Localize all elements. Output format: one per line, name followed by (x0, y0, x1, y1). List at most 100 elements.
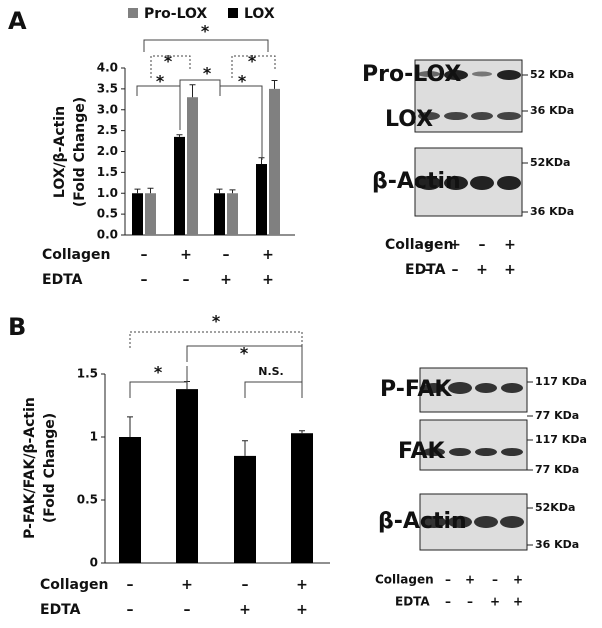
blot-bands (422, 382, 524, 528)
condition-sign: + (220, 272, 232, 288)
error-bar (271, 80, 278, 89)
blot-row-label: P-FAK (380, 377, 452, 402)
annotation: * (164, 52, 173, 71)
y-tick-label: 2.0 (97, 144, 118, 158)
error-bar (242, 440, 248, 456)
condition-sign: – (425, 262, 432, 278)
condition-sign: + (296, 602, 308, 618)
y-axis-label: (Fold Change) (72, 97, 88, 207)
y-tick-label: 4.0 (97, 61, 118, 75)
condition-sign: – (445, 595, 451, 609)
condition-sign: + (490, 595, 500, 609)
bar (214, 193, 225, 235)
condition-sign: – (223, 247, 230, 263)
sig-bracket (219, 85, 263, 160)
condition-sign: – (127, 577, 134, 593)
annotation: * (238, 72, 247, 91)
annotation: * (240, 344, 249, 363)
condition-sign: – (141, 272, 148, 288)
condition-label: Collagen (375, 573, 434, 587)
condition-sign: – (467, 595, 473, 609)
bar (234, 455, 256, 563)
bar (119, 437, 141, 563)
annotation: * (156, 72, 165, 91)
annotation: * (248, 52, 257, 71)
blot-row-label: β-Actin (378, 509, 467, 534)
y-axis-label: LOX/β-Actin (52, 106, 68, 198)
sig-bracket (186, 345, 303, 390)
marker-label: 117 KDa (535, 375, 587, 388)
condition-sign: – (242, 577, 249, 593)
y-tick-label: 3.5 (97, 81, 118, 95)
y-tick-label: 0.5 (97, 207, 118, 221)
condition-sign: + (465, 573, 475, 587)
condition-sign: – (492, 573, 498, 587)
condition-sign: – (184, 602, 191, 618)
bar (227, 193, 238, 235)
annotation: * (154, 363, 163, 382)
condition-sign: + (504, 237, 516, 253)
legend-label: LOX (244, 6, 275, 22)
condition-sign: – (452, 262, 459, 278)
legend-swatch (128, 8, 138, 18)
bar (269, 88, 280, 235)
bar (291, 433, 313, 563)
blot-row-label: Pro-LOX (362, 62, 461, 87)
condition-sign: + (262, 272, 274, 288)
condition-sign: + (262, 247, 274, 263)
y-tick-label: 0.0 (97, 228, 118, 242)
sig-bracket (129, 366, 188, 398)
legend-label: Pro-LOX (144, 6, 207, 22)
sig-bracket (179, 79, 221, 130)
y-tick-label: 1.0 (97, 186, 118, 200)
sig-bracket (143, 39, 269, 52)
condition-sign: + (181, 577, 193, 593)
condition-sign: – (425, 237, 432, 253)
bar (145, 193, 156, 235)
y-tick-label: 2.5 (97, 123, 118, 137)
marker-label: 52 KDa (530, 68, 574, 81)
sig-bracket (136, 85, 181, 130)
blot-row-label: β-Actin (372, 169, 461, 194)
blot-row-label: FAK (398, 439, 446, 464)
y-tick-label: 1.5 (77, 367, 98, 381)
marker-label: 52KDa (535, 501, 575, 514)
marker-label: 77 KDa (535, 409, 579, 422)
condition-sign: – (183, 272, 190, 288)
condition-label: EDTA (395, 595, 430, 609)
annotation: * (201, 22, 210, 41)
condition-sign: + (513, 595, 523, 609)
annotation: * (212, 312, 221, 331)
sig-bracket (129, 331, 303, 348)
condition-sign: + (239, 602, 251, 618)
bar (187, 97, 198, 235)
condition-label: Collagen (42, 247, 110, 263)
error-bar (127, 416, 133, 437)
blot-row-label: LOX (385, 107, 433, 132)
condition-sign: + (449, 237, 461, 253)
condition-sign: – (141, 247, 148, 263)
y-tick-label: 1 (90, 430, 98, 444)
y-tick-label: 1.5 (97, 165, 118, 179)
condition-label: EDTA (40, 602, 81, 618)
condition-label: Collagen (40, 577, 108, 593)
marker-label: 36 KDa (530, 104, 574, 117)
condition-sign: + (513, 573, 523, 587)
sig-bracket (150, 55, 191, 78)
legend-swatch (228, 8, 238, 18)
annotation: * (203, 64, 212, 83)
error-bar (229, 189, 236, 194)
condition-sign: + (476, 262, 488, 278)
panel-label: A (8, 7, 27, 35)
sig-bracket (231, 55, 276, 78)
y-axis-label: P-FAK/FAK/β-Actin (22, 397, 38, 539)
bar (256, 164, 267, 235)
marker-label: 117 KDa (535, 433, 587, 446)
error-bar (189, 84, 196, 98)
marker-label: 36 KDa (535, 538, 579, 551)
error-bar (147, 187, 154, 194)
condition-sign: – (445, 573, 451, 587)
annotation: N.S. (258, 365, 284, 378)
condition-label: EDTA (42, 272, 83, 288)
